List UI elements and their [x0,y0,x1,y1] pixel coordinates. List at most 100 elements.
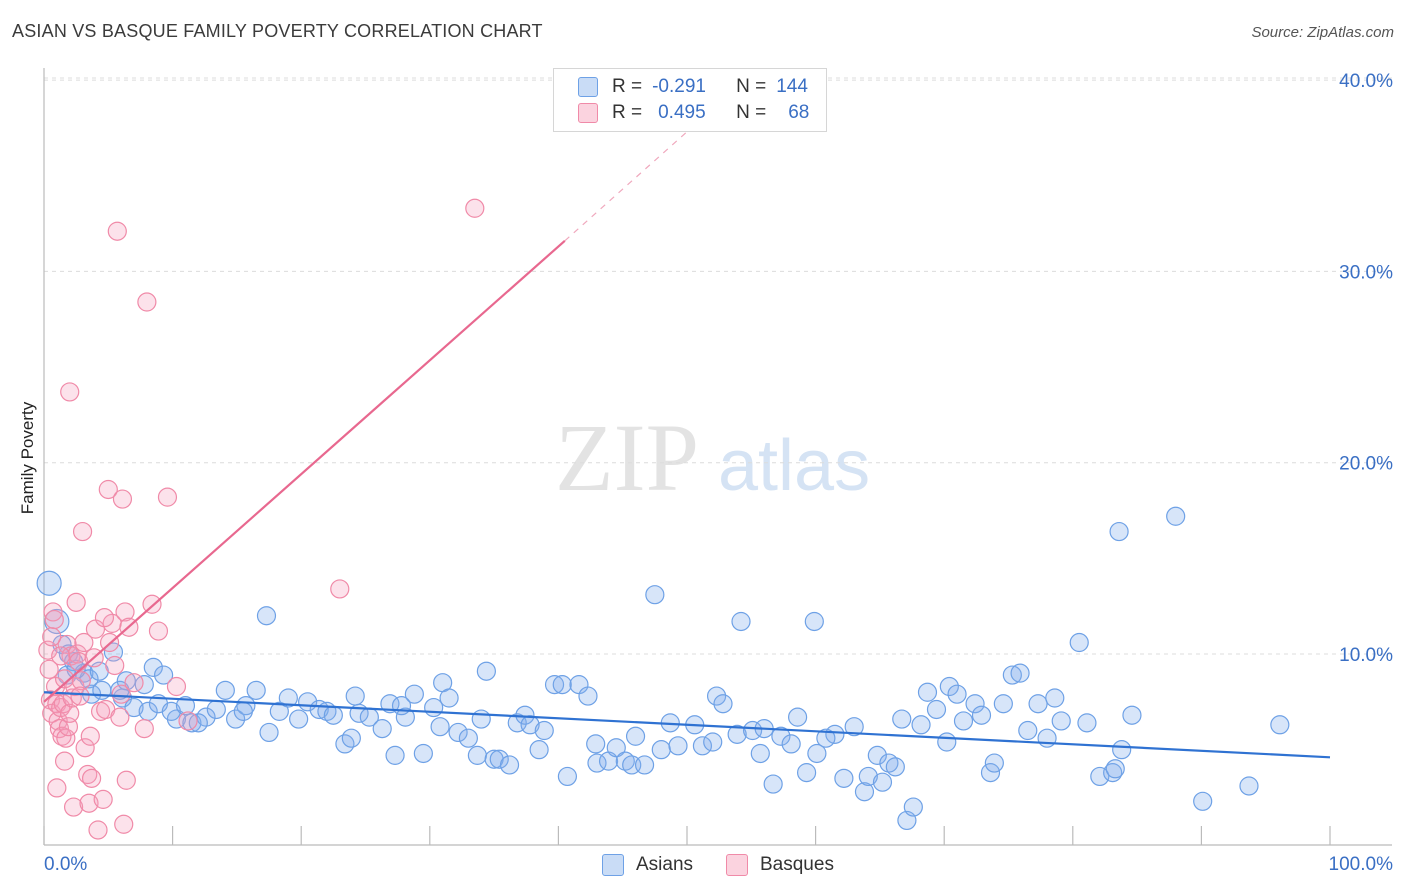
r-label: R = [612,102,643,123]
basques-point [137,292,157,312]
x-tick-label: 0.0% [44,854,87,875]
asians-point [36,570,62,596]
watermark-atlas: atlas [718,426,870,506]
asians-point [226,709,246,729]
asians-n-value: 144 [776,76,808,97]
asians-point [1045,688,1065,708]
asians-point [834,768,854,788]
basques-r-value: 0.495 [658,102,706,123]
asians-point [796,763,817,783]
asians-point [143,657,163,677]
basques-point [79,793,99,813]
asians-point [917,682,938,702]
basques-point [112,489,133,509]
basques-point [47,778,67,798]
x-tick-labels: 0.0% 100.0% [44,854,1393,875]
asians-point [892,709,912,729]
asians-point [703,732,723,752]
basques-point [60,703,80,723]
basques-point [57,634,77,655]
x-tick-label: 100.0% [1329,854,1394,875]
asians-point [413,743,433,764]
basques-n-value: 68 [788,102,810,123]
asians-legend-swatch [602,854,624,876]
asians-point [529,740,549,760]
asians-point [750,743,770,764]
gridlines [44,77,1392,655]
asians-point [544,675,565,695]
basques-point [134,719,154,739]
asians-point [645,585,665,605]
n-label: N = [736,76,767,97]
asians-point [787,707,808,727]
asians-point [965,694,985,714]
asians-point [161,701,181,721]
asians-point [557,766,578,787]
asians-point [854,782,875,802]
asians-point [1166,506,1186,526]
basques-point [74,632,94,653]
asians-point [430,717,450,737]
asians-point [692,736,713,756]
asians-point [763,774,783,794]
asians-point [1077,713,1097,733]
basques-points [38,198,485,840]
n-label: N = [736,102,767,123]
basques-point [39,659,59,679]
asians-point [246,680,266,700]
y-tick-label: 10.0% [1339,645,1393,666]
asians-trend-line [43,691,1331,759]
correlation-legend: R = -0.291 N = 144 R = 0.495 N = 68 [553,68,827,132]
asians-point [341,728,361,748]
asians-legend-label: Asians [636,854,694,875]
legend-row-basques: R = 0.495 N = 68 [578,101,809,125]
watermark: ZIP atlas [555,404,870,511]
asians-point [651,740,671,760]
basques-point [114,814,134,834]
asians-point [911,715,931,735]
asians-point [92,680,112,700]
asians-point [634,755,655,775]
asians-point [233,701,253,721]
asians-point [1002,665,1022,685]
asians-point [980,763,1001,783]
asians-point [816,728,836,748]
basques-point [166,676,187,697]
asians-point [448,722,468,743]
basques-point [115,602,135,622]
y-axis-title: Family Poverty [18,401,37,515]
asians-point [278,688,298,708]
asians-point [1193,791,1213,811]
series-legend-basques: Basques [726,852,834,878]
asians-point [269,701,289,721]
basques-point [157,487,178,507]
series-legend-asians: Asians [602,852,693,878]
asians-point [552,675,572,695]
basques-point [93,789,113,809]
asians-point [124,697,144,718]
asians-point [858,766,878,787]
asians-swatch [578,77,598,97]
basques-legend-swatch [726,854,748,876]
basques-point [44,609,64,630]
asians-point [206,699,226,720]
basques-trend-line [43,239,566,703]
asians-point [1112,740,1132,760]
asians-point [668,736,688,756]
basques-point [81,768,102,788]
asians-point [424,697,444,718]
basques-point [75,738,95,758]
asians-point [404,684,424,704]
axes [43,68,1392,846]
asians-point [971,705,992,725]
basques-point [78,764,98,785]
basques-point [148,621,169,641]
asians-point [259,722,279,743]
asians-point [727,724,747,744]
asians-point [372,719,392,739]
asians-point [215,680,235,700]
asians-point [606,738,626,758]
asians-r-value: -0.291 [652,76,706,97]
asians-point [499,755,520,775]
asians-point [939,676,959,697]
